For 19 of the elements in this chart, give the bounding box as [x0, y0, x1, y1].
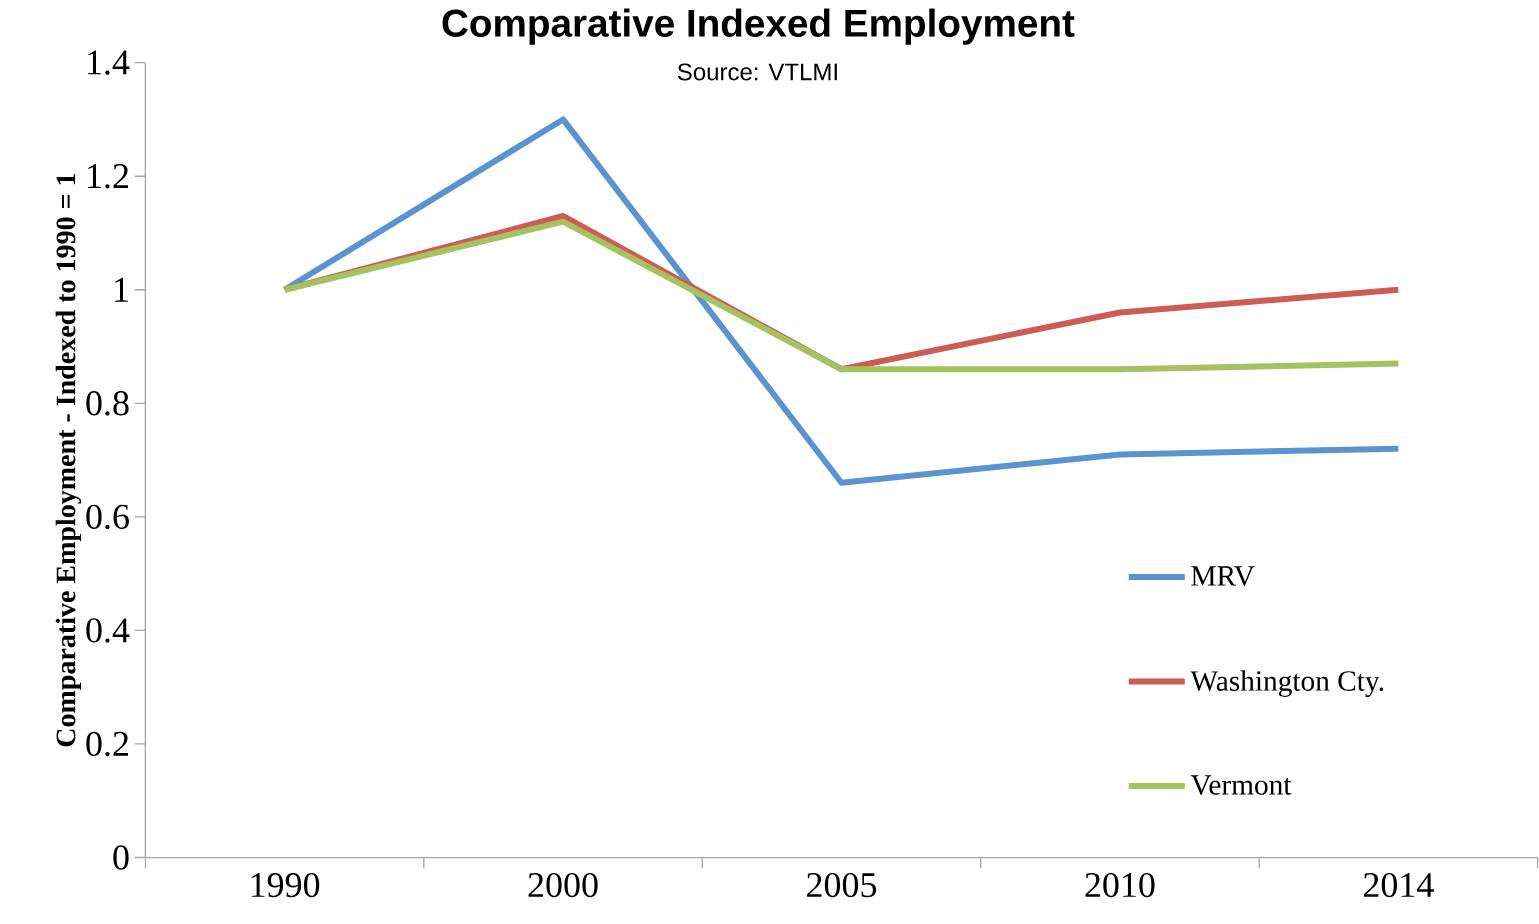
y-tick-label: 1: [115, 277, 128, 302]
y-tick-label: 1.4: [88, 50, 130, 75]
x-tick-label: 2010: [1085, 872, 1155, 898]
y-tick-label: 0: [113, 845, 129, 870]
x-tick-label: 2014: [1363, 872, 1434, 898]
legend-label: Vermont: [1190, 775, 1292, 795]
y-axis-title: Comparative Employment - Indexed to 1990 = 1: [55, 173, 82, 747]
y-tick-label: 0.6: [86, 504, 129, 529]
x-tick-label: 1990: [251, 872, 320, 898]
legend-label: Washington Cty.: [1190, 670, 1384, 697]
x-tick-label: 2000: [528, 872, 598, 898]
annotation: Source: VTLMI: [677, 63, 837, 81]
x-tick-label: 2005: [807, 872, 877, 898]
chart-title: Comparative Indexed Employment: [442, 8, 1075, 45]
y-tick-label: 1.2: [88, 163, 129, 189]
y-tick-label: 0.2: [86, 731, 129, 757]
y-tick-label: 0.4: [86, 618, 130, 643]
legend-label: MRV: [1191, 566, 1255, 586]
y-tick-label: 0.8: [86, 390, 129, 416]
